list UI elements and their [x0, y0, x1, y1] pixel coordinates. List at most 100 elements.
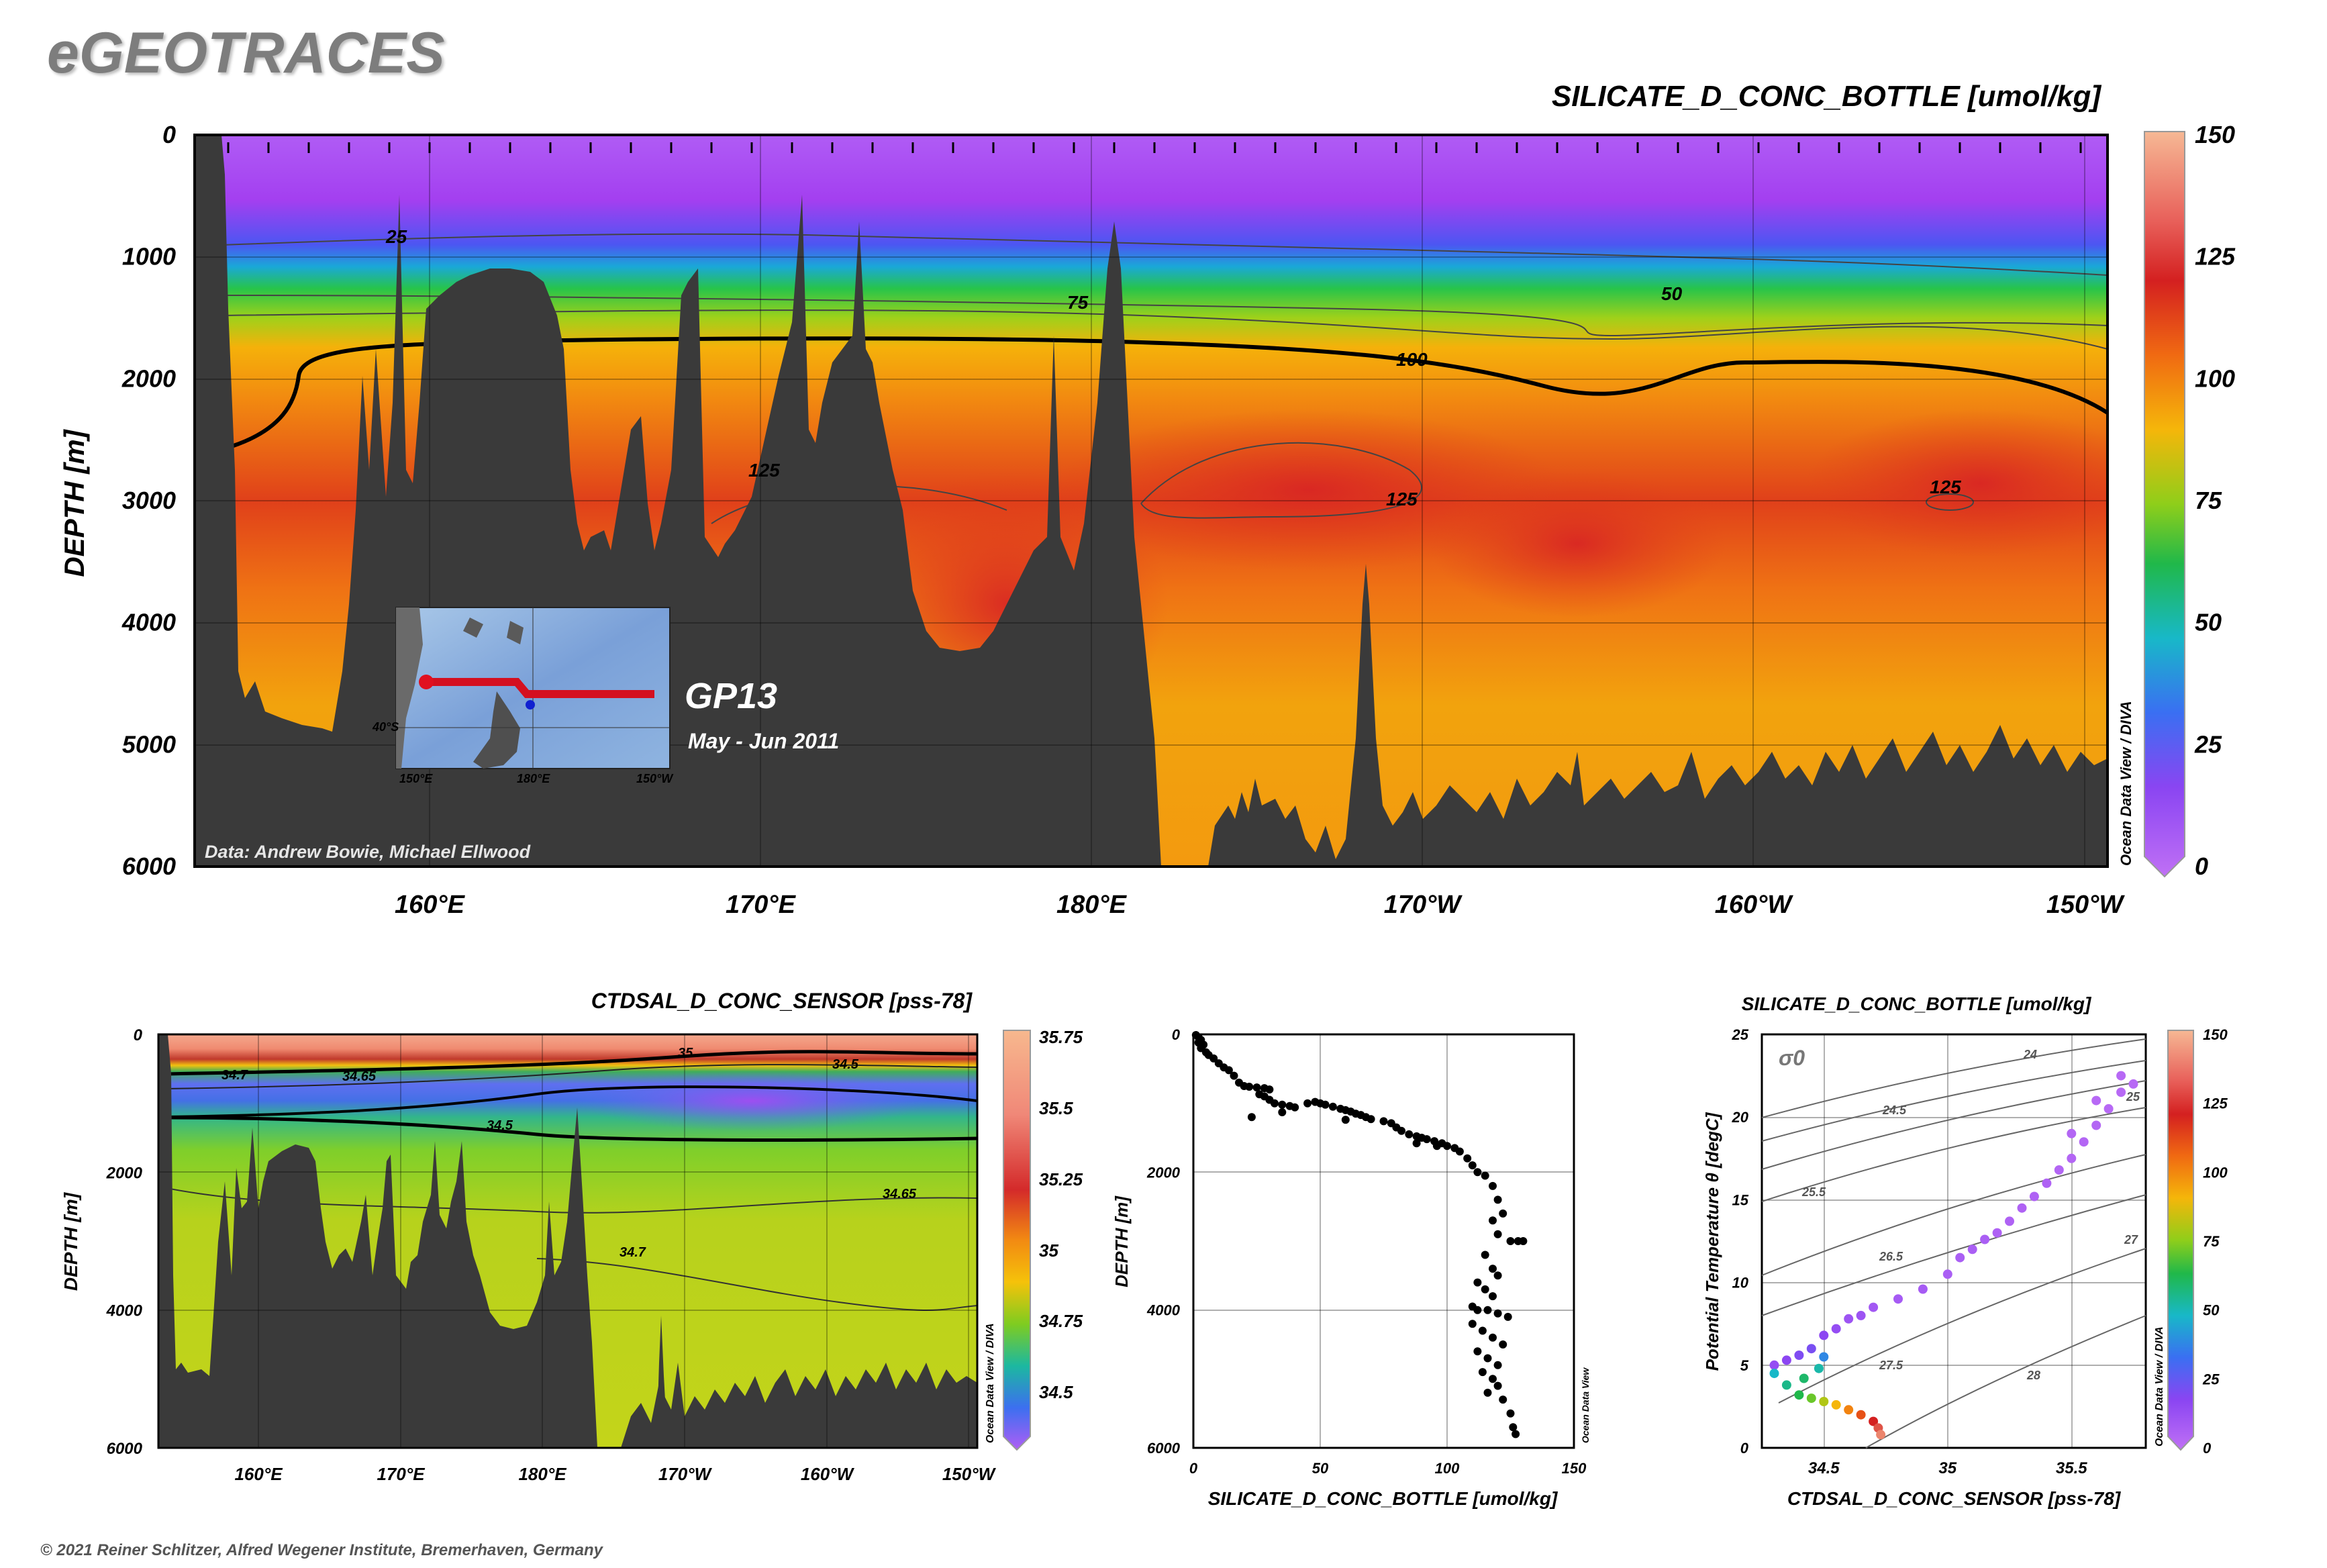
new-zealand-landmass — [473, 691, 520, 769]
salinity-colorbar-tick: 35.25 — [1039, 1169, 1083, 1189]
profile-points — [1191, 1031, 1528, 1438]
sigma-label: σ0 — [1779, 1046, 1805, 1070]
profile-point — [1483, 1388, 1492, 1397]
main-y-tick-label: 3000 — [122, 487, 176, 514]
silicate-colorbar — [2144, 131, 2185, 878]
salinity-x-tick-label: 170°E — [377, 1464, 425, 1484]
ts-points — [1769, 1071, 2138, 1440]
ts-point — [1819, 1330, 1829, 1340]
ts-y-tick-label: 25 — [1732, 1026, 1749, 1043]
profile-point — [1489, 1375, 1497, 1383]
ts-y-tick-label: 5 — [1740, 1357, 1749, 1374]
profile-point — [1493, 1230, 1502, 1238]
profile-point — [1506, 1237, 1515, 1245]
ts-point — [1831, 1400, 1841, 1410]
profile-point — [1321, 1100, 1330, 1109]
contour-label: 125 — [1930, 477, 1961, 497]
silicate-section-title: SILICATE_D_CONC_BOTTLE [umol/kg] — [1552, 80, 2101, 113]
isopycnals — [1761, 1038, 2146, 1449]
profile-y-tick-label: 6000 — [1147, 1440, 1181, 1457]
ts-y-tick-label: 20 — [1732, 1109, 1749, 1126]
ts-point — [1781, 1380, 1791, 1390]
salinity-ylabel: DEPTH [m] — [60, 1191, 81, 1291]
contour-label: 50 — [1661, 283, 1683, 304]
ts-point — [2091, 1120, 2101, 1130]
profile-watermark: Ocean Data View — [1580, 1367, 1591, 1443]
ts-point — [1794, 1351, 1804, 1360]
isopycnal-label: 28 — [2026, 1369, 2040, 1382]
copyright-notice: © 2021 Reiner Schlitzer, Alfred Wegener … — [40, 1541, 603, 1559]
profile-point — [1481, 1251, 1489, 1259]
salinity-bathymetry-east — [621, 1363, 977, 1448]
ts-point — [1856, 1410, 1866, 1420]
profile-xlabel: SILICATE_D_CONC_BOTTLE [umol/kg] — [1208, 1488, 1558, 1509]
profile-point — [1489, 1333, 1497, 1342]
profile-point — [1224, 1066, 1233, 1075]
inset-lon-label: 180°E — [517, 772, 550, 785]
isopycnal-label: 27 — [2124, 1233, 2138, 1246]
ts-point — [1844, 1405, 1854, 1415]
ts-frame — [1761, 1033, 2147, 1449]
ts-colorbar-tick: 75 — [2203, 1233, 2220, 1250]
isopycnal-label: 26.5 — [1879, 1250, 1903, 1263]
salinity-bathymetry — [158, 1034, 597, 1448]
profile-point — [1367, 1115, 1375, 1124]
profile-y-tick-label: 0 — [1172, 1026, 1181, 1043]
profile-point — [1506, 1409, 1515, 1418]
profile-point — [1247, 1113, 1256, 1122]
ts-x-tick-label: 35.5 — [2056, 1459, 2087, 1477]
profile-point — [1483, 1354, 1492, 1363]
profile-x-tick-label: 100 — [1435, 1460, 1460, 1477]
main-y-tick-label: 0 — [162, 121, 176, 148]
salinity-y-tick-label: 0 — [134, 1026, 143, 1044]
contour-label: 100 — [1396, 349, 1428, 370]
profile-point — [1503, 1312, 1512, 1321]
inset-lon-label: 150°E — [399, 772, 433, 785]
ts-point — [1794, 1390, 1804, 1400]
profile-point — [1493, 1271, 1502, 1280]
data-credit: Data: Andrew Bowie, Michael Ellwood — [205, 842, 531, 862]
ts-point — [2067, 1153, 2077, 1163]
salinity-y-tick-label: 2000 — [106, 1164, 143, 1182]
ts-point — [2067, 1128, 2077, 1138]
profile-point — [1278, 1100, 1287, 1109]
salinity-x-ticks: 160°E 170°E 180°E 170°W 160°W 150°W — [234, 1464, 996, 1484]
ts-point — [2005, 1216, 2014, 1226]
profile-ylabel: DEPTH [m] — [1111, 1195, 1132, 1287]
ts-point — [1799, 1373, 1809, 1383]
profile-point — [1278, 1108, 1287, 1116]
profile-y-ticks: 0 2000 4000 6000 — [1146, 1026, 1181, 1457]
ts-point — [1869, 1416, 1879, 1426]
profile-point — [1493, 1381, 1502, 1390]
profile-point — [1291, 1103, 1299, 1112]
ts-y-ticks: 0 5 10 15 20 25 — [1732, 1026, 1749, 1457]
salinity-colorbar-tick: 34.5 — [1039, 1382, 1073, 1402]
isopycnal-label: 25 — [2126, 1090, 2140, 1104]
profile-point — [1230, 1071, 1238, 1080]
profile-point — [1489, 1181, 1497, 1190]
isopycnal-label: 27.5 — [1879, 1359, 1903, 1372]
ts-point — [2054, 1165, 2064, 1175]
ts-point — [1831, 1324, 1841, 1334]
profile-x-tick-label: 150 — [1562, 1460, 1587, 1477]
inset-lon-label: 150°W — [636, 772, 674, 785]
profile-point — [1499, 1340, 1507, 1349]
profile-point — [1443, 1142, 1451, 1150]
silicate-colorbar-tick: 125 — [2195, 243, 2236, 271]
ts-point — [1869, 1302, 1879, 1312]
ts-x-tick-label: 35 — [1938, 1459, 1957, 1477]
ts-y-tick-label: 0 — [1740, 1440, 1749, 1457]
contour-label: 35 — [678, 1046, 693, 1061]
cruise-label: GP13 — [685, 676, 777, 716]
ts-title: SILICATE_D_CONC_BOTTLE [umol/kg] — [1742, 993, 2092, 1014]
main-watermark: Ocean Data View / DIVA — [2118, 701, 2134, 866]
profile-point — [1493, 1195, 1502, 1204]
ts-colorbar-tick: 125 — [2203, 1095, 2228, 1112]
salinity-colorbar-tick: 35 — [1039, 1240, 1058, 1261]
profile-point — [1432, 1142, 1441, 1150]
silicate-colorbar-tick: 75 — [2195, 487, 2222, 514]
profile-point — [1468, 1320, 1477, 1328]
profile-point — [1512, 1430, 1520, 1438]
main-x-tick-label: 170°E — [726, 891, 797, 919]
